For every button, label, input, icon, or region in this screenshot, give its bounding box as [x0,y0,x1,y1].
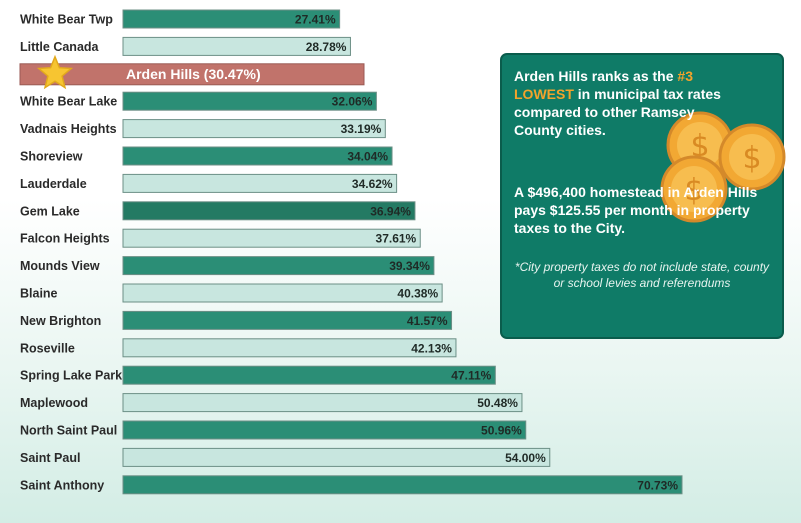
category-label: North Saint Paul [20,424,117,438]
category-label: Lauderdale [20,177,87,191]
bar [122,310,453,330]
svg-text:$: $ [684,173,703,208]
value-label: 37.61% [376,232,417,246]
value-label: 70.73% [637,478,678,492]
dollar-coin-icon: $ [660,155,728,223]
bar [122,393,523,413]
value-label: 41.57% [407,314,448,328]
svg-text:$: $ [690,129,709,164]
category-label: White Bear Lake [20,95,117,109]
bar [122,201,416,221]
info-body-text: A $496,400 homestead in Arden Hills pays… [514,184,758,236]
bar [122,447,551,467]
category-label: Gem Lake [20,204,80,218]
bar [122,283,443,303]
category-label: Roseville [20,341,75,355]
bar-highlight-label: Arden Hills (30.47%) [126,66,261,82]
dollar-coins-icon: $ $ $ [660,111,786,223]
svg-text:$: $ [742,141,761,176]
bar [122,173,398,193]
bar [122,256,435,276]
category-label: Mounds View [20,259,100,273]
bar [122,146,393,166]
value-label: 39.34% [389,259,430,273]
value-label: 34.04% [347,150,388,164]
bar [122,338,457,358]
value-label: 50.48% [477,396,518,410]
category-label: Blaine [20,287,58,301]
value-label: 28.78% [306,40,347,54]
value-label: 54.00% [505,451,546,465]
bar [122,36,351,56]
category-label: Falcon Heights [20,232,110,246]
category-label: Little Canada [20,40,100,54]
info-footnote: *City property taxes do not include stat… [514,260,770,290]
value-label: 36.94% [370,204,411,218]
bar [122,228,421,248]
info-headline-accent: #3 LOWEST [514,68,693,102]
info-panel: $ $ $ Arden Hills ranks as the #3 LOWEST… [500,53,786,339]
value-label: 47.11% [451,369,491,383]
bar-highlight [19,63,365,86]
value-label: 27.41% [295,13,336,27]
bar [122,365,496,385]
star-icon [36,54,74,90]
value-label: 32.06% [332,95,373,109]
category-label: Saint Anthony [20,478,104,492]
category-label: New Brighton [20,314,101,328]
category-label: Maplewood [20,396,88,410]
bar [122,420,527,440]
category-label: White Bear Twp [20,13,113,27]
bar [122,9,341,29]
bar [122,119,386,139]
bar [122,475,683,495]
info-headline: Arden Hills ranks as the #3 LOWEST in mu… [514,68,721,138]
category-label: Shoreview [20,150,83,164]
value-label: 50.96% [481,424,522,438]
value-label: 34.62% [352,177,393,191]
category-label: Vadnais Heights [20,122,117,136]
bar [122,91,377,111]
dollar-coin-icon: $ [718,123,786,191]
value-label: 40.38% [397,287,438,301]
category-label: Spring Lake Park [20,369,122,383]
value-label: 33.19% [341,122,382,136]
value-label: 42.13% [411,341,452,355]
category-label: Saint Paul [20,451,80,465]
